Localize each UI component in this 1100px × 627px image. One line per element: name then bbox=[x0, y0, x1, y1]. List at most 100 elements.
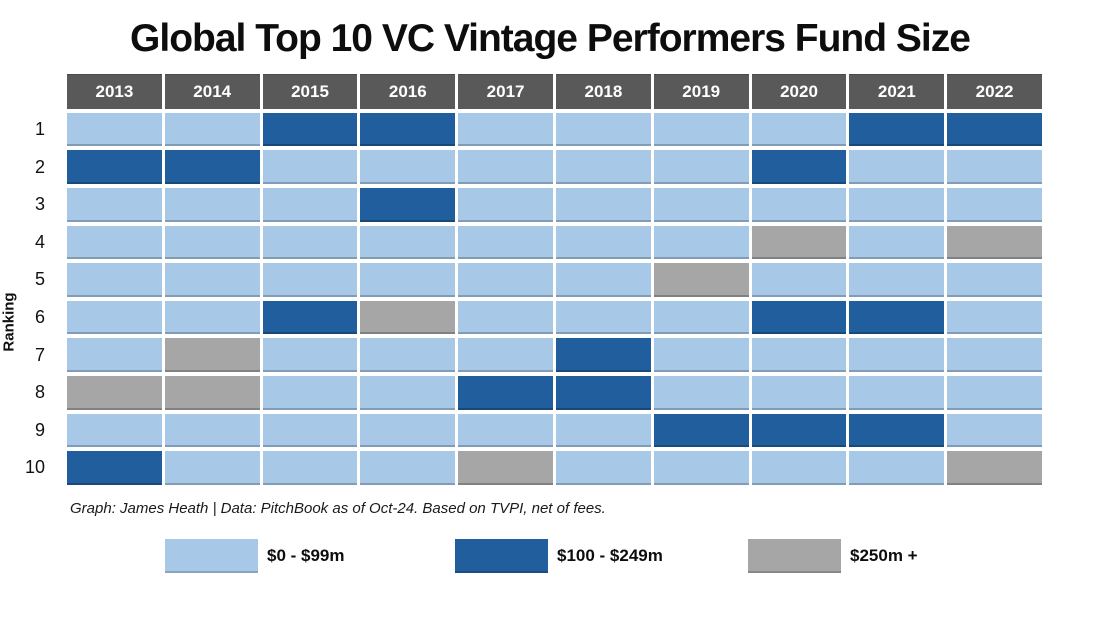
heatmap-cell bbox=[458, 375, 553, 410]
heatmap-cell bbox=[67, 300, 162, 335]
heatmap-cell bbox=[458, 225, 553, 260]
heatmap-cell bbox=[556, 413, 651, 448]
heatmap-cell bbox=[360, 187, 456, 222]
heatmap-cell bbox=[849, 375, 945, 410]
legend-swatch-mid bbox=[455, 538, 548, 573]
row-label: 10 bbox=[0, 451, 64, 485]
heatmap-cell bbox=[653, 225, 749, 260]
year-header: 2017 bbox=[458, 73, 553, 109]
corner-spacer bbox=[0, 73, 64, 109]
heatmap-cell bbox=[360, 413, 456, 448]
heatmap-cell bbox=[556, 150, 651, 184]
heatmap-cell bbox=[849, 150, 945, 184]
row-label: 1 bbox=[0, 112, 64, 147]
year-header: 2022 bbox=[947, 73, 1042, 109]
heatmap-cell bbox=[947, 225, 1042, 260]
heatmap-cell bbox=[458, 413, 553, 448]
legend-swatch-high bbox=[748, 538, 841, 573]
heatmap-cell bbox=[67, 338, 162, 372]
heatmap-cell bbox=[67, 413, 162, 448]
heatmap-cell bbox=[262, 375, 358, 410]
heatmap-cell bbox=[751, 451, 847, 485]
heatmap-cell bbox=[164, 300, 260, 335]
heatmap-cell bbox=[849, 263, 945, 297]
heatmap-cell bbox=[556, 225, 651, 260]
row-label: 8 bbox=[0, 375, 64, 410]
heatmap-cell bbox=[556, 451, 651, 485]
heatmap-cell bbox=[653, 187, 749, 222]
heatmap-cell bbox=[458, 338, 553, 372]
heatmap-cell bbox=[262, 451, 358, 485]
heatmap-cell bbox=[947, 451, 1042, 485]
legend-swatch-low bbox=[165, 538, 258, 573]
heatmap-cell bbox=[849, 112, 945, 147]
heatmap-cell bbox=[751, 413, 847, 448]
row-label: 6 bbox=[0, 300, 64, 335]
year-header: 2020 bbox=[751, 73, 847, 109]
heatmap-cell bbox=[262, 263, 358, 297]
legend-label: $0 - $99m bbox=[267, 545, 345, 565]
heatmap-cell bbox=[849, 225, 945, 260]
legend: $0 - $99m $100 - $249m $250m + bbox=[0, 538, 1100, 579]
heatmap-cell bbox=[947, 338, 1042, 372]
heatmap-cell bbox=[556, 112, 651, 147]
heatmap-cell bbox=[556, 300, 651, 335]
row-label: 4 bbox=[0, 225, 64, 260]
heatmap-cell bbox=[947, 300, 1042, 335]
heatmap-cell bbox=[164, 451, 260, 485]
heatmap-cell bbox=[947, 112, 1042, 147]
heatmap-cell bbox=[751, 112, 847, 147]
heatmap-cell bbox=[458, 300, 553, 335]
heatmap-cell bbox=[164, 263, 260, 297]
heatmap-cell bbox=[556, 263, 651, 297]
heatmap-cell bbox=[849, 338, 945, 372]
heatmap-cell bbox=[67, 112, 162, 147]
source-note: Graph: James Heath | Data: PitchBook as … bbox=[70, 499, 606, 517]
heatmap-cell bbox=[67, 451, 162, 485]
heatmap-cell bbox=[653, 413, 749, 448]
heatmap-cell bbox=[360, 150, 456, 184]
heatmap-cell bbox=[262, 338, 358, 372]
row-label: 7 bbox=[0, 338, 64, 372]
heatmap-cell bbox=[458, 263, 553, 297]
heatmap-cell bbox=[67, 263, 162, 297]
year-header: 2021 bbox=[849, 73, 945, 109]
heatmap-cell bbox=[164, 187, 260, 222]
year-header: 2019 bbox=[653, 73, 749, 109]
heatmap-cell bbox=[360, 338, 456, 372]
year-header: 2018 bbox=[556, 73, 651, 109]
legend-item-low: $0 - $99m bbox=[165, 538, 345, 573]
heatmap-cell bbox=[751, 338, 847, 372]
heatmap-cell bbox=[556, 187, 651, 222]
heatmap-cell bbox=[849, 413, 945, 448]
heatmap-cell bbox=[849, 451, 945, 485]
heatmap-cell bbox=[849, 187, 945, 222]
heatmap-cell bbox=[751, 150, 847, 184]
heatmap-cell bbox=[947, 413, 1042, 448]
heatmap-cell bbox=[458, 112, 553, 147]
year-header: 2016 bbox=[360, 73, 456, 109]
year-header: 2014 bbox=[164, 73, 260, 109]
y-axis-label: Ranking bbox=[0, 292, 18, 352]
row-label: 3 bbox=[0, 187, 64, 222]
heatmap-cell bbox=[262, 112, 358, 147]
heatmap-cell bbox=[360, 112, 456, 147]
heatmap-cell bbox=[653, 112, 749, 147]
heatmap-cell bbox=[262, 413, 358, 448]
heatmap-cell bbox=[360, 225, 456, 260]
heatmap-cell bbox=[164, 225, 260, 260]
heatmap-cell bbox=[67, 187, 162, 222]
heatmap-cell bbox=[751, 225, 847, 260]
heatmap-cell bbox=[653, 300, 749, 335]
heatmap-cell bbox=[164, 112, 260, 147]
heatmap-grid: 2013 2014 2015 2016 2017 2018 2019 2020 2021 2022… bbox=[0, 73, 1042, 485]
row-label: 2 bbox=[0, 150, 64, 184]
heatmap-cell bbox=[67, 225, 162, 260]
legend-item-mid: $100 - $249m bbox=[455, 538, 663, 573]
heatmap-cell bbox=[556, 338, 651, 372]
row-label: 5 bbox=[0, 263, 64, 297]
chart-title: Global Top 10 VC Vintage Performers Fund… bbox=[130, 17, 971, 60]
heatmap-cell bbox=[458, 451, 553, 485]
legend-item-high: $250m + bbox=[748, 538, 918, 573]
year-header: 2015 bbox=[262, 73, 358, 109]
